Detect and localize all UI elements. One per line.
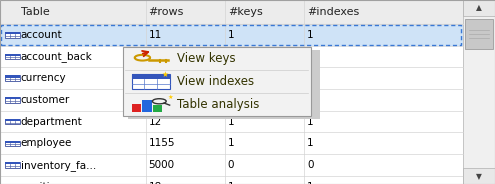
Bar — [132, 74, 170, 79]
Text: currency: currency — [21, 73, 66, 83]
Text: 12: 12 — [148, 117, 162, 127]
Text: #indexes: #indexes — [307, 7, 359, 17]
Bar — [5, 75, 20, 81]
Bar — [463, 0, 495, 16]
Text: ▼: ▼ — [476, 172, 482, 181]
Bar — [5, 162, 20, 164]
Bar — [5, 162, 20, 168]
Text: department: department — [21, 117, 83, 127]
Bar — [0, 89, 463, 111]
Text: 18: 18 — [148, 182, 162, 184]
Bar — [128, 50, 320, 119]
Bar — [5, 54, 20, 59]
Bar — [465, 19, 493, 49]
Text: 72: 72 — [148, 73, 162, 83]
Bar — [0, 46, 463, 67]
Text: inventory_fa...: inventory_fa... — [21, 160, 96, 171]
Bar — [123, 47, 311, 116]
Text: 0: 0 — [228, 160, 234, 170]
Bar — [5, 97, 20, 99]
Bar — [132, 104, 141, 112]
Text: #keys: #keys — [228, 7, 262, 17]
Text: 10341: 10341 — [148, 95, 182, 105]
Bar — [153, 105, 162, 112]
Bar — [5, 97, 20, 103]
Text: View keys: View keys — [178, 52, 236, 65]
Text: ★: ★ — [162, 70, 169, 79]
Text: 1155: 1155 — [148, 138, 175, 148]
Bar — [0, 176, 463, 184]
Text: 1: 1 — [307, 138, 313, 148]
Text: 11: 11 — [148, 30, 162, 40]
Bar — [0, 0, 463, 24]
Bar — [0, 24, 463, 46]
Bar — [5, 119, 20, 121]
Text: 1: 1 — [228, 138, 234, 148]
Text: Table analysis: Table analysis — [178, 98, 260, 111]
Bar — [5, 32, 20, 34]
Text: 1: 1 — [228, 30, 234, 40]
Text: 1: 1 — [307, 30, 313, 40]
Text: Table: Table — [21, 7, 50, 17]
Bar — [1, 25, 461, 45]
Text: 1: 1 — [228, 117, 234, 127]
Text: #rows: #rows — [148, 7, 184, 17]
Text: 1: 1 — [307, 117, 313, 127]
Text: 11: 11 — [148, 52, 162, 61]
Bar — [5, 119, 20, 124]
Text: 1: 1 — [228, 182, 234, 184]
Bar — [143, 100, 151, 112]
Text: ★: ★ — [167, 95, 173, 100]
Text: 2: 2 — [228, 73, 234, 83]
Text: 1: 1 — [228, 52, 234, 61]
Text: ▲: ▲ — [476, 3, 482, 12]
Text: account_back: account_back — [21, 51, 93, 62]
Bar — [132, 74, 170, 89]
Bar — [0, 111, 463, 132]
Bar — [5, 32, 20, 38]
Bar — [5, 54, 20, 56]
Bar — [0, 132, 463, 154]
Text: employee: employee — [21, 138, 72, 148]
Bar — [0, 154, 463, 176]
Text: customer: customer — [21, 95, 70, 105]
Text: 1: 1 — [228, 95, 234, 105]
Bar — [5, 141, 20, 146]
Text: 0: 0 — [307, 160, 313, 170]
Text: position: position — [21, 182, 62, 184]
Bar — [463, 168, 495, 184]
Text: account: account — [21, 30, 62, 40]
Bar — [0, 67, 463, 89]
Text: 1: 1 — [307, 182, 313, 184]
Bar — [5, 75, 20, 77]
Bar — [5, 141, 20, 143]
Bar — [463, 0, 495, 184]
Text: 5000: 5000 — [148, 160, 175, 170]
Text: View indexes: View indexes — [178, 75, 254, 88]
